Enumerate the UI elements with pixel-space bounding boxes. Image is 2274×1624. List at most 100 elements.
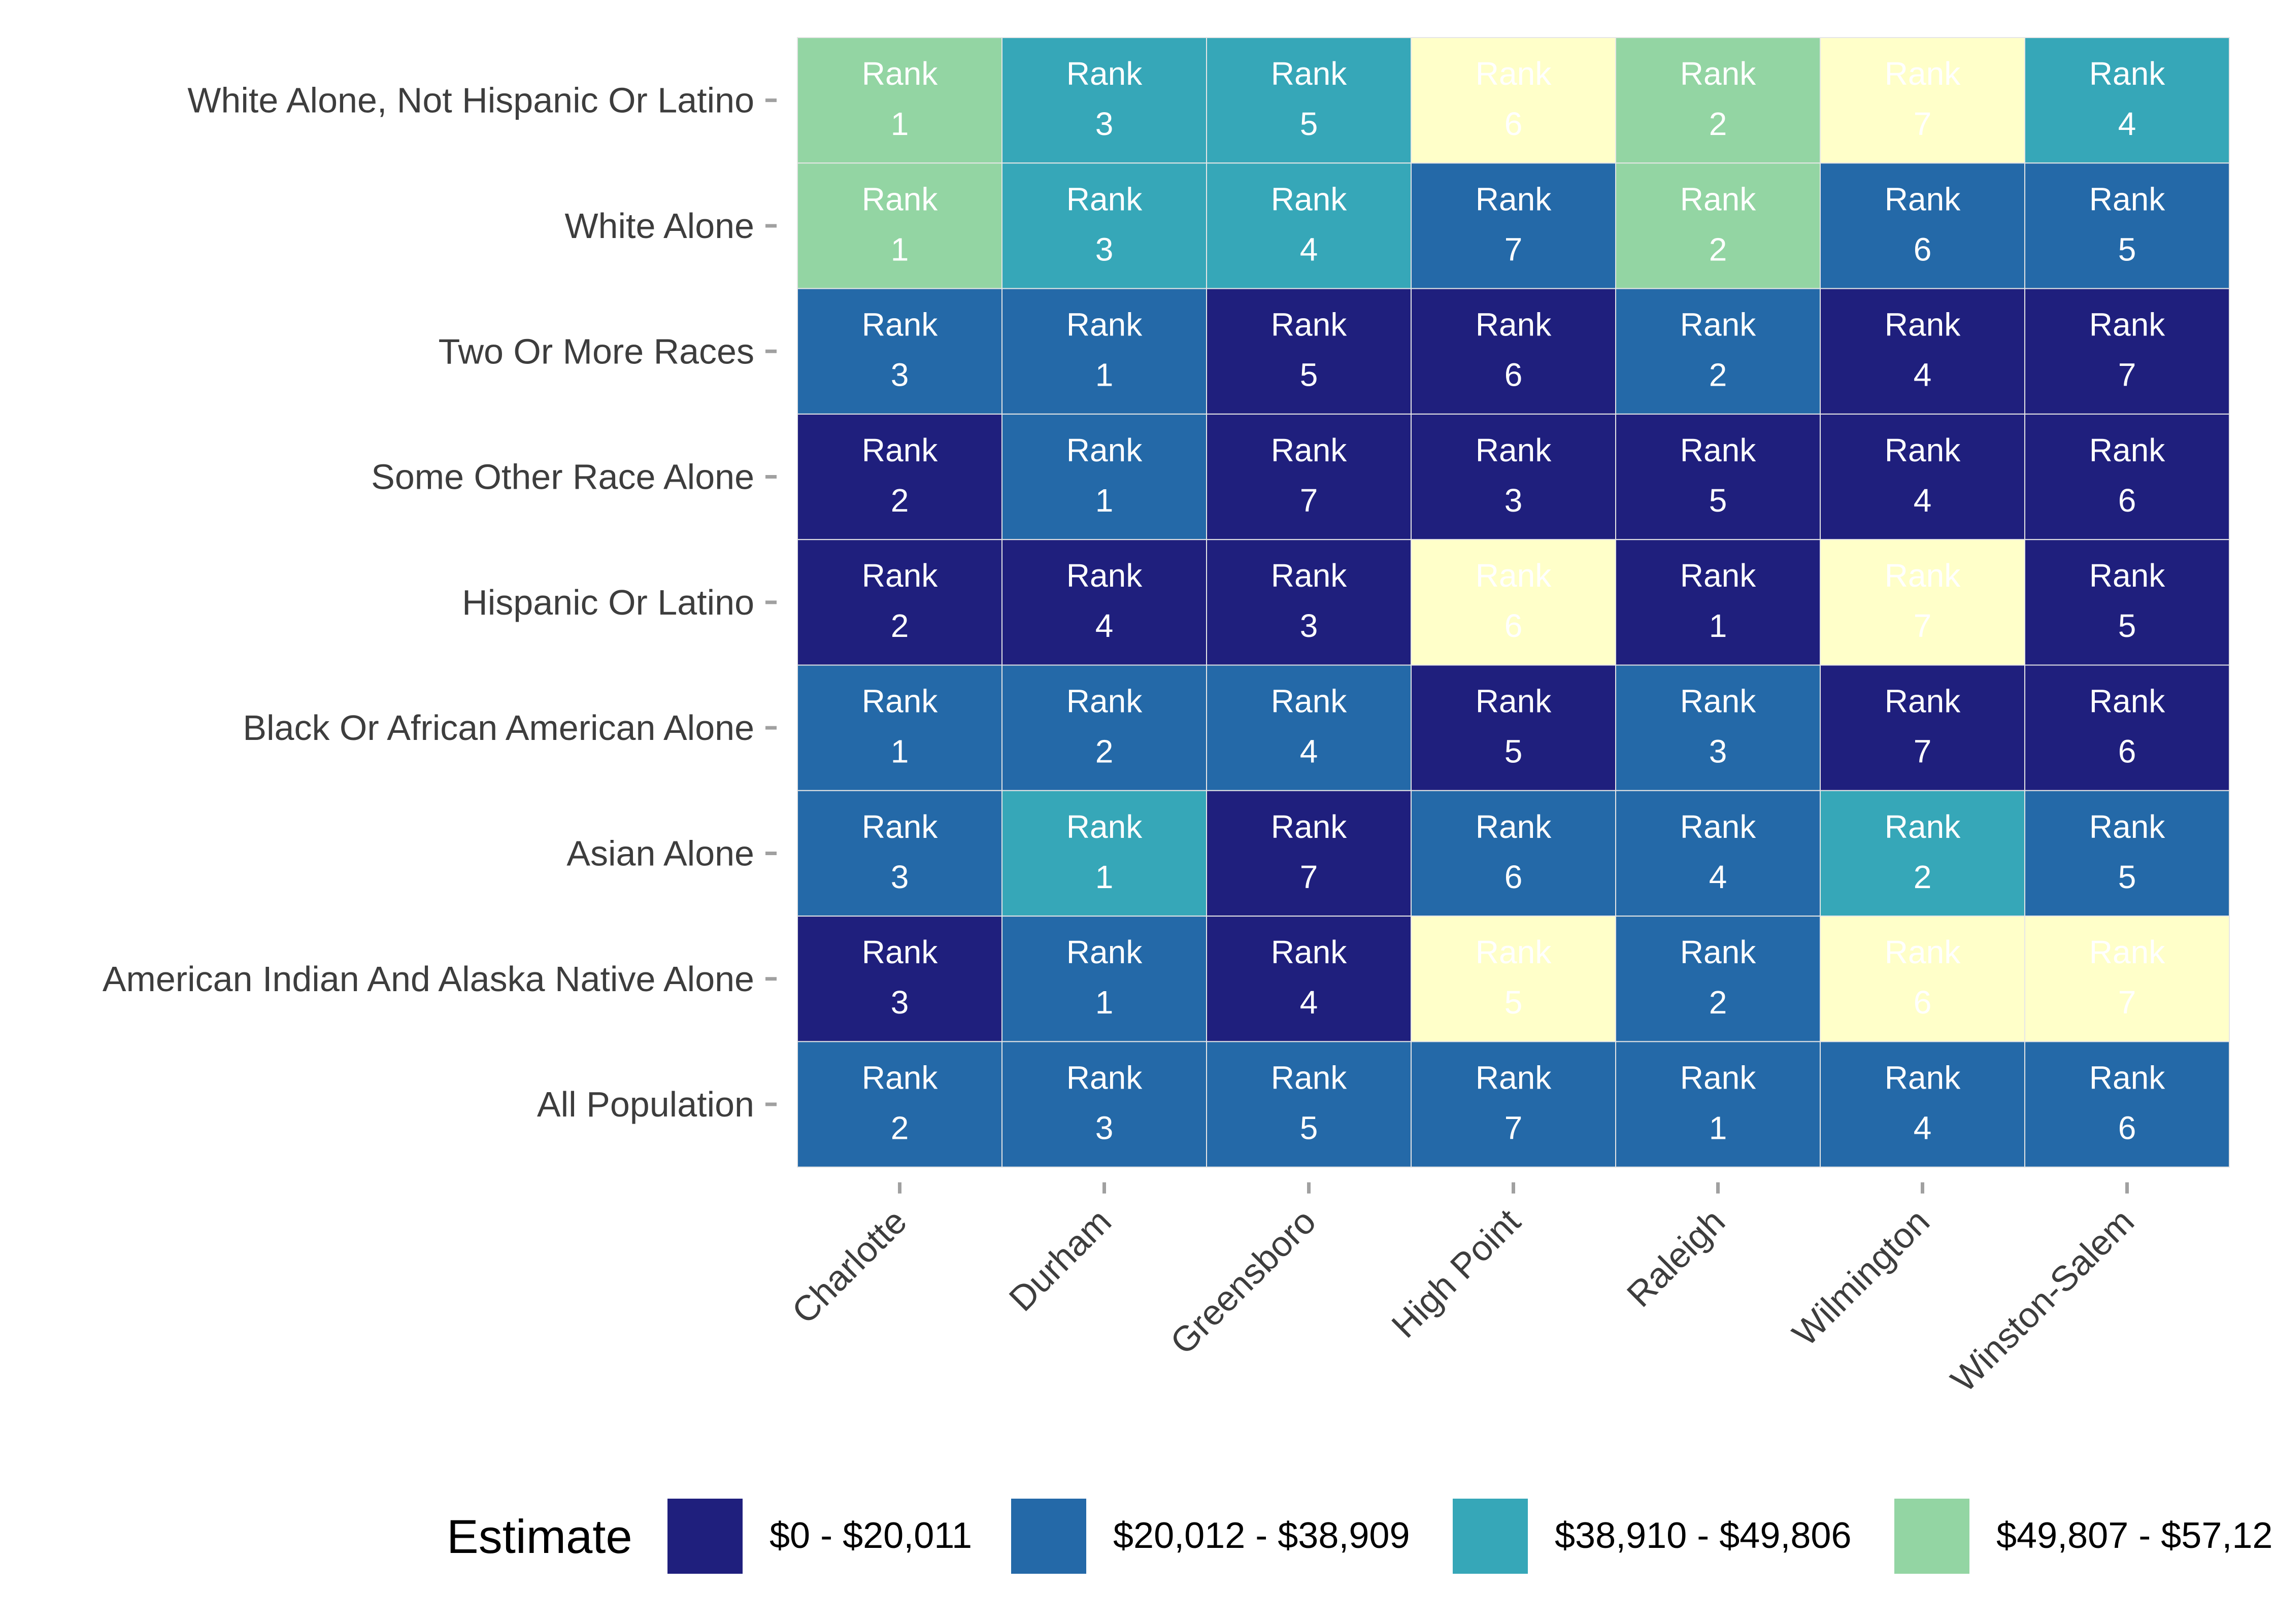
heatmap-cell: [1411, 288, 1616, 415]
cell-rank-value: 2: [891, 482, 909, 519]
cell-label-prefix: Rank: [1066, 1059, 1143, 1096]
heatmap-cell: [797, 1041, 1002, 1168]
y-axis-label: Some Other Race Alone: [371, 457, 754, 497]
cell-rank-value: 3: [891, 357, 909, 393]
x-axis-label: Winston-Salem: [1943, 1201, 2142, 1400]
cell-rank-value: 2: [1709, 106, 1727, 142]
heatmap-cell: [1411, 413, 1616, 540]
y-axis-label: American Indian And Alaska Native Alone: [103, 959, 754, 999]
cell-label-prefix: Rank: [2089, 683, 2165, 720]
cell-label-prefix: Rank: [862, 683, 938, 720]
cell-label-prefix: Rank: [1066, 683, 1143, 720]
cell-rank-value: 3: [891, 859, 909, 895]
heatmap-cell: [1615, 790, 1821, 917]
cell-label-prefix: Rank: [1885, 557, 1961, 594]
heatmap-cell: [1820, 916, 2025, 1042]
y-axis-label: Hispanic Or Latino: [462, 583, 754, 622]
cell-label-prefix: Rank: [1271, 307, 1347, 343]
cell-rank-value: 1: [1095, 482, 1114, 519]
cell-rank-value: 7: [1300, 482, 1318, 519]
heatmap-cell: [1206, 790, 1412, 917]
cell-label-prefix: Rank: [1476, 55, 1552, 92]
heatmap-cell: [1615, 1041, 1821, 1168]
cell-rank-value: 7: [1914, 733, 1932, 770]
cell-label-prefix: Rank: [1476, 934, 1552, 970]
heatmap-cell: [1615, 916, 1821, 1042]
heatmap-cell: [1411, 37, 1616, 164]
cell-rank-value: 1: [1095, 859, 1114, 895]
cell-label-prefix: Rank: [862, 181, 938, 217]
cell-rank-value: 4: [1914, 482, 1932, 519]
heatmap-cell: [1615, 664, 1821, 791]
cell-label-prefix: Rank: [1680, 432, 1756, 468]
heatmap-cell: [1820, 539, 2025, 666]
cell-label-prefix: Rank: [2089, 557, 2165, 594]
heatmap-cell: [1206, 1041, 1412, 1168]
heatmap-cell: [1411, 664, 1616, 791]
heatmap-cell: [2024, 37, 2230, 164]
cell-rank-value: 7: [1914, 607, 1932, 644]
cell-rank-value: 7: [1504, 231, 1523, 267]
cell-label-prefix: Rank: [2089, 307, 2165, 343]
cell-rank-value: 5: [1504, 733, 1523, 770]
cell-label-prefix: Rank: [1271, 808, 1347, 845]
cell-rank-value: 2: [891, 1109, 909, 1146]
heatmap-cell: [797, 288, 1002, 415]
heatmap-cell: [797, 790, 1002, 917]
cell-label-prefix: Rank: [1680, 683, 1756, 720]
cell-label-prefix: Rank: [1271, 432, 1347, 468]
cell-label-prefix: Rank: [1476, 557, 1552, 594]
x-axis-label: Raleigh: [1619, 1201, 1732, 1314]
cell-label-prefix: Rank: [1885, 432, 1961, 468]
cell-label-prefix: Rank: [862, 1059, 938, 1096]
heatmap-cell: [1615, 162, 1821, 289]
cell-rank-value: 7: [1914, 106, 1932, 142]
cell-label-prefix: Rank: [2089, 432, 2165, 468]
heatmap-cells: [797, 37, 2230, 1168]
cell-label-prefix: Rank: [862, 55, 938, 92]
heatmap-cell: [1206, 162, 1412, 289]
legend: Estimate $0 - $20,011 $20,012 - $38,909 $38…: [447, 1499, 2272, 1574]
cell-rank-value: 2: [1709, 984, 1727, 1021]
cell-rank-value: 1: [1709, 607, 1727, 644]
cell-rank-value: 5: [2118, 859, 2136, 895]
cell-label-prefix: Rank: [862, 432, 938, 468]
heatmap-cell: [1820, 413, 2025, 540]
cell-rank-value: 6: [2118, 733, 2136, 770]
legend-label: $0 - $20,011: [770, 1515, 972, 1556]
heatmap-cell: [1206, 539, 1412, 666]
heatmap-cell: [797, 37, 1002, 164]
cell-label-prefix: Rank: [1271, 557, 1347, 594]
cell-rank-value: 2: [891, 607, 909, 644]
cell-rank-value: 1: [1095, 357, 1114, 393]
cell-label-prefix: Rank: [1271, 181, 1347, 217]
cell-rank-value: 5: [2118, 231, 2136, 267]
cell-label-prefix: Rank: [2089, 1059, 2165, 1096]
cell-label-prefix: Rank: [862, 808, 938, 845]
heatmap-cell: [1001, 413, 1207, 540]
cell-rank-value: 6: [2118, 482, 2136, 519]
cell-label-prefix: Rank: [1066, 934, 1143, 970]
heatmap-cell: [1615, 37, 1821, 164]
cell-rank-value: 3: [1095, 231, 1114, 267]
heatmap-cell: [1206, 37, 1412, 164]
cell-rank-value: 6: [1504, 106, 1523, 142]
cell-label-prefix: Rank: [1271, 683, 1347, 720]
y-axis-label: White Alone: [564, 206, 754, 246]
cell-rank-value: 4: [1300, 984, 1318, 1021]
heatmap-cell: [1001, 37, 1207, 164]
x-axis-labels: Charlotte Durham Greensboro High Point Ralei…: [784, 1182, 2142, 1400]
heatmap-cell: [1820, 790, 2025, 917]
cell-label-prefix: Rank: [2089, 808, 2165, 845]
cell-label-prefix: Rank: [1476, 432, 1552, 468]
cell-rank-value: 5: [2118, 607, 2136, 644]
cell-label-prefix: Rank: [1066, 557, 1143, 594]
cell-label-prefix: Rank: [2089, 181, 2165, 217]
cell-label-prefix: Rank: [1885, 55, 1961, 92]
legend-key: [667, 1499, 743, 1574]
x-axis-label: Durham: [1001, 1201, 1119, 1318]
cell-label-prefix: Rank: [1476, 683, 1552, 720]
heatmap-cell: [2024, 790, 2230, 917]
cell-rank-value: 1: [891, 106, 909, 142]
